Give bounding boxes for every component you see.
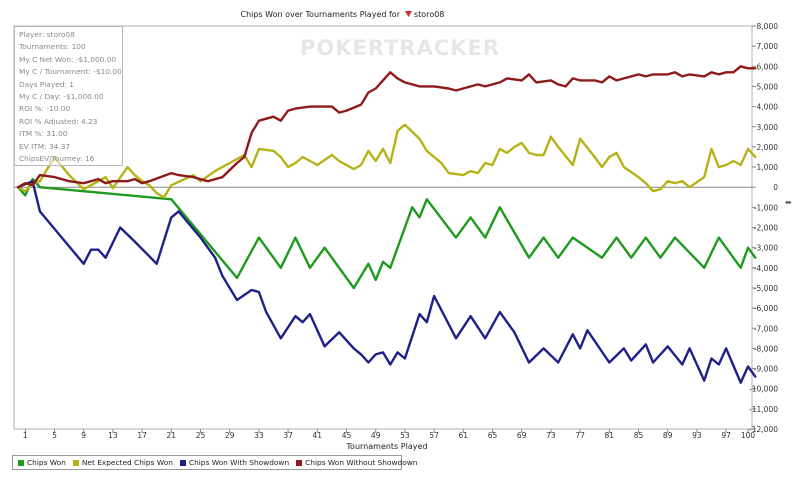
x-tick-label: 1: [23, 431, 28, 440]
legend-label: Chips Won With Showdown: [188, 458, 290, 467]
stat-days-played: Days Played: 1: [19, 79, 74, 89]
stat-itm: ITM %: 31.00: [19, 129, 68, 139]
y-tick-label: -2,000: [754, 224, 778, 233]
x-tick-label: 93: [692, 431, 702, 440]
resize-handle-icon[interactable]: ⬌: [785, 198, 792, 207]
spade-icon: [405, 11, 412, 17]
x-tick-label: 29: [225, 431, 235, 440]
x-tick-label: 73: [546, 431, 556, 440]
x-tick-label: 41: [313, 431, 323, 440]
y-tick-label: -8,000: [754, 344, 778, 353]
y-tick-label: -10,000: [749, 385, 778, 394]
y-tick-label: 2,000: [757, 143, 779, 152]
x-tick-label: 37: [283, 431, 293, 440]
series-line-1: [16, 123, 757, 199]
y-tick-label: -6,000: [754, 304, 778, 313]
y-tick-label: -7,000: [754, 324, 778, 333]
x-tick-label: 49: [371, 431, 381, 440]
series-line-3: [16, 65, 757, 189]
stat-tournaments: Tournaments: 100: [19, 42, 86, 52]
series-line-0: [16, 177, 757, 290]
x-tick-label: 45: [342, 431, 352, 440]
y-tick-label: -3,000: [754, 244, 778, 253]
plot-frame: [13, 25, 753, 430]
x-tick-label: 21: [167, 431, 177, 440]
x-tick-label: 65: [488, 431, 498, 440]
stat-per-tournament: My C / Tournament: -$10.00: [19, 67, 122, 77]
x-tick-label: 33: [254, 431, 264, 440]
y-tick-label: -5,000: [754, 284, 778, 293]
legend-item-with-showdown[interactable]: Chips Won With Showdown: [179, 458, 290, 467]
y-tick-label: 7,000: [757, 42, 779, 51]
y-tick-label: 5,000: [757, 82, 779, 91]
legend-swatch: [18, 459, 24, 466]
y-tick-label: 0: [773, 183, 778, 192]
x-tick-label: 69: [517, 431, 527, 440]
legend-swatch: [296, 459, 303, 466]
y-tick-label: 3,000: [757, 123, 779, 132]
legend-item-without-showdown[interactable]: Chips Won Without Showdown: [296, 458, 417, 467]
series-line-2: [16, 180, 757, 384]
stat-player: Player: storo08: [19, 30, 75, 39]
legend-label: Net Expected Chips Won: [81, 458, 173, 467]
stat-net-won: My C Net Won: -$1,000.00: [19, 54, 117, 64]
x-tick-label: 61: [459, 431, 469, 440]
x-tick-label: 81: [605, 431, 615, 440]
y-tick-label: -4,000: [754, 264, 778, 273]
x-tick-label: 85: [634, 431, 644, 440]
y-tick-label: -9,000: [754, 365, 778, 374]
stat-per-day: My C / Day: -$1,000.00: [19, 92, 104, 102]
x-tick-label: 13: [108, 431, 118, 440]
legend-label: Chips Won Without Showdown: [305, 458, 418, 467]
legend-item-net-expected[interactable]: Net Expected Chips Won: [72, 458, 173, 467]
y-tick-label: 6,000: [757, 62, 779, 71]
y-tick-label: -11,000: [749, 405, 778, 414]
legend-item-chips-won[interactable]: Chips Won: [18, 458, 66, 467]
stat-roi: ROI %: -10.00: [19, 104, 71, 114]
chart-title: Chips Won over Tournaments Played for: [241, 10, 401, 19]
x-tick-label: 57: [429, 431, 439, 440]
legend-swatch: [179, 459, 186, 466]
y-tick-label: 1,000: [757, 163, 779, 172]
x-tick-label: 5: [52, 431, 57, 440]
x-tick-label: 89: [663, 431, 673, 440]
pokertracker-watermark: POKERTRACKER: [300, 36, 501, 60]
y-tick-label: 4,000: [757, 103, 779, 112]
y-tick-label: -1,000: [754, 203, 778, 212]
legend-swatch: [72, 459, 79, 466]
x-tick-label: 77: [575, 431, 585, 440]
x-tick-label: 25: [196, 431, 206, 440]
x-axis-title: Tournaments Played: [346, 442, 428, 451]
x-tick-label: 100: [741, 431, 756, 440]
x-tick-label: 53: [400, 431, 410, 440]
x-tick-label: 17: [137, 431, 147, 440]
chart-title-player: storo08: [414, 10, 444, 19]
stat-ev-itm: EV ITM: 34.37: [19, 141, 71, 151]
legend: Chips Won Net Expected Chips Won Chips W…: [12, 455, 417, 470]
stats-box: Player: storo08 Tournaments: 100 My C Ne…: [14, 26, 123, 166]
stat-roi-adjusted: ROI % Adjusted: 4.23: [19, 116, 98, 126]
y-tick-label: -12,000: [749, 425, 778, 434]
stat-chipsev: ChipsEV/Tourney: 16: [19, 154, 95, 164]
x-tick-label: 97: [721, 431, 731, 440]
x-tick-label: 9: [81, 431, 86, 440]
legend-label: Chips Won: [27, 458, 66, 467]
y-tick-label: 8,000: [757, 22, 779, 31]
